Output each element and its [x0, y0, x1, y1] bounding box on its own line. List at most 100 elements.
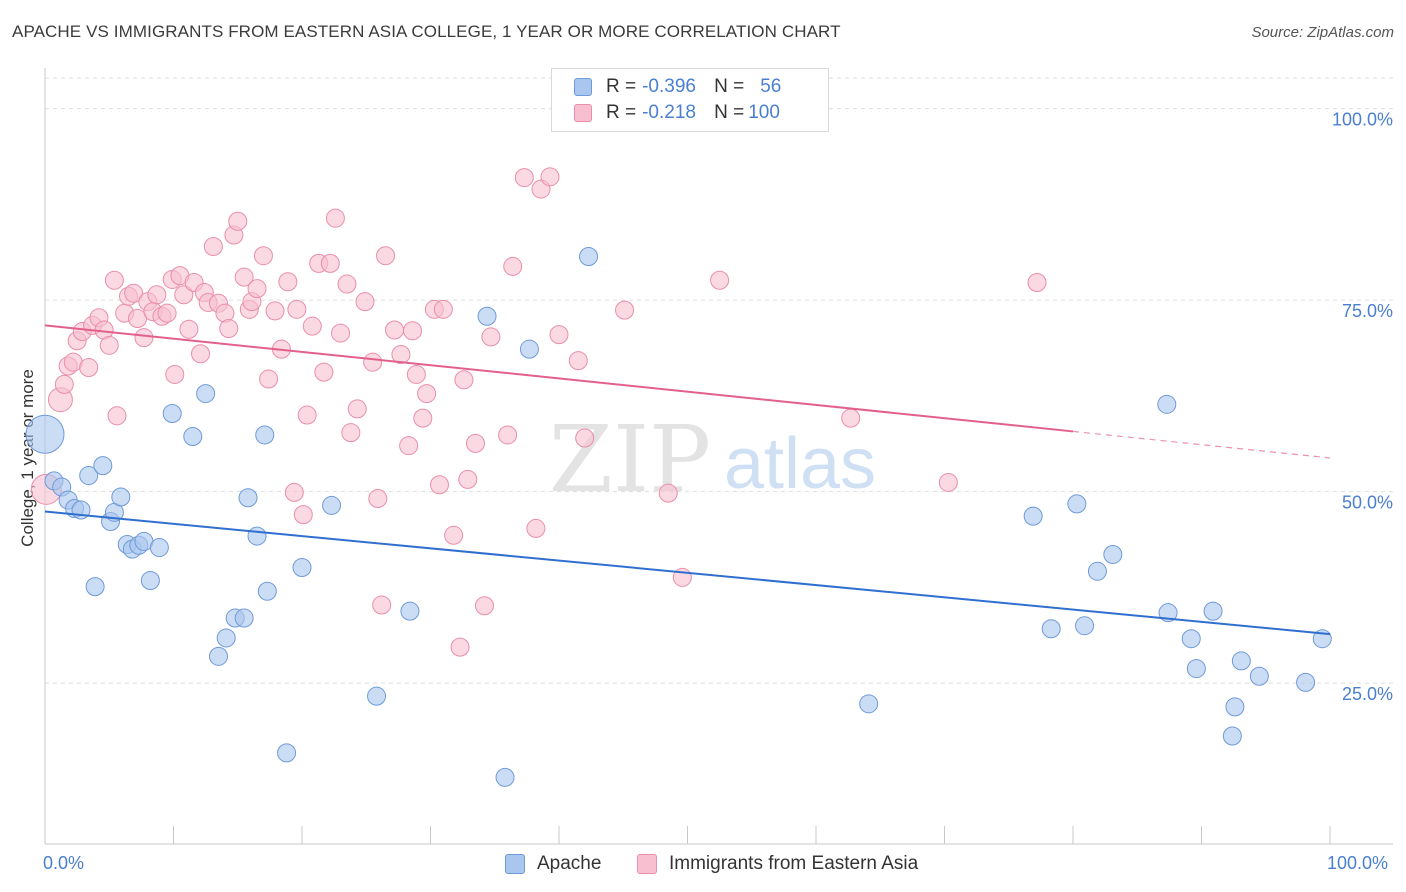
- apache-point: [1225, 697, 1245, 717]
- apache-point: [216, 628, 236, 648]
- immigrants-n-label: N =: [714, 102, 745, 123]
- apache-point: [196, 384, 216, 404]
- imm-point: [247, 279, 267, 299]
- apache-point: [1249, 666, 1269, 686]
- legend-row-immigrants: R = -0.218 N = 100: [552, 100, 780, 126]
- imm-point: [474, 596, 494, 616]
- imm-point: [363, 352, 383, 372]
- imm-point: [549, 325, 569, 345]
- imm-point: [157, 303, 177, 323]
- legend-item-apache: Apache: [505, 852, 601, 876]
- y-tick-labels: 25.0% 50.0% 75.0% 100.0%: [1332, 110, 1393, 705]
- imm-point: [265, 301, 285, 321]
- apache-r-value: -0.396: [642, 76, 696, 97]
- imm-point: [399, 436, 419, 456]
- x-tick-label-max: 100.0%: [1327, 853, 1389, 873]
- apache-point: [859, 694, 879, 714]
- imm-point: [372, 595, 392, 615]
- imm-point: [337, 274, 357, 294]
- imm-point: [228, 211, 248, 231]
- apache-point: [1186, 659, 1206, 679]
- imm-point: [99, 335, 119, 355]
- imm-point: [465, 433, 485, 453]
- apache-point: [1067, 494, 1087, 514]
- apache-points: [25, 246, 1332, 787]
- watermark-zip: ZIP: [549, 406, 711, 513]
- imm-point: [355, 292, 375, 312]
- imm-point: [575, 428, 595, 448]
- imm-point: [454, 370, 474, 390]
- imm-point: [413, 408, 433, 428]
- imm-point: [147, 285, 167, 305]
- apache-point: [247, 526, 267, 546]
- chart-title: APACHE VS IMMIGRANTS FROM EASTERN ASIA C…: [12, 22, 841, 41]
- apache-point: [1103, 544, 1123, 564]
- apache-point: [1075, 616, 1095, 636]
- imm-point: [234, 267, 254, 287]
- imm-point: [134, 328, 154, 348]
- imm-point: [104, 270, 124, 290]
- legend-apache-swatch: [505, 854, 525, 874]
- imm-point: [841, 408, 861, 428]
- imm-point: [259, 369, 279, 389]
- imm-point: [190, 344, 210, 364]
- imm-point: [433, 299, 453, 319]
- y-tick-label-100: 100.0%: [1332, 110, 1393, 130]
- imm-point: [368, 489, 388, 509]
- immigrants-trend-line: [44, 324, 1074, 433]
- y-tick-label-50: 50.0%: [1342, 493, 1393, 513]
- legend-row-apache: R = -0.396 N = 56: [552, 74, 781, 100]
- imm-point: [385, 320, 405, 340]
- apache-n-label: N =: [714, 76, 745, 97]
- imm-point: [297, 405, 317, 425]
- imm-point: [526, 518, 546, 538]
- apache-point: [277, 743, 297, 763]
- legend-apache-label: Apache: [537, 853, 602, 874]
- apache-point: [477, 306, 497, 326]
- imm-point: [253, 246, 273, 266]
- apache-trend-line: [44, 510, 1331, 636]
- imm-point: [174, 285, 194, 305]
- apache-point: [1157, 394, 1177, 414]
- watermark-atlas: atlas: [724, 424, 876, 504]
- apache-point: [238, 488, 258, 508]
- apache-point: [1041, 619, 1061, 639]
- immigrants-r-value: -0.218: [642, 102, 696, 123]
- apache-point: [1222, 726, 1242, 746]
- apache-point: [234, 608, 254, 628]
- immigrants-trend-extension: [1072, 430, 1331, 459]
- x-tick-label-min: 0.0%: [43, 853, 85, 873]
- imm-point: [391, 345, 411, 365]
- apache-point: [111, 487, 131, 507]
- imm-point: [54, 374, 74, 394]
- imm-point: [325, 208, 345, 228]
- apache-swatch: [574, 78, 592, 96]
- imm-point: [278, 272, 298, 292]
- imm-point: [107, 406, 127, 426]
- apache-point: [183, 426, 203, 446]
- apache-point: [495, 767, 515, 787]
- imm-point: [938, 472, 958, 492]
- imm-point: [540, 167, 560, 187]
- imm-point: [165, 364, 185, 384]
- immigrants-n-value: 100: [748, 102, 780, 123]
- imm-point: [458, 469, 478, 489]
- imm-point: [293, 505, 313, 525]
- imm-point: [498, 425, 518, 445]
- apache-point: [257, 581, 277, 601]
- apache-point: [1231, 651, 1251, 671]
- apache-point: [1158, 603, 1178, 623]
- immigrants-swatch: [574, 104, 592, 122]
- imm-point: [406, 364, 426, 384]
- apache-point: [1023, 506, 1043, 526]
- imm-point: [341, 423, 361, 443]
- source-credit: Source: ZipAtlas.com: [1251, 24, 1394, 41]
- imm-point: [284, 482, 304, 502]
- imm-point: [331, 323, 351, 343]
- imm-point: [710, 270, 730, 290]
- y-tick-label-25: 25.0%: [1342, 684, 1393, 704]
- stats-legend: R = -0.396 N = 56 R = -0.218 N = 100: [551, 68, 829, 132]
- apache-point: [322, 495, 342, 515]
- imm-point: [1027, 273, 1047, 293]
